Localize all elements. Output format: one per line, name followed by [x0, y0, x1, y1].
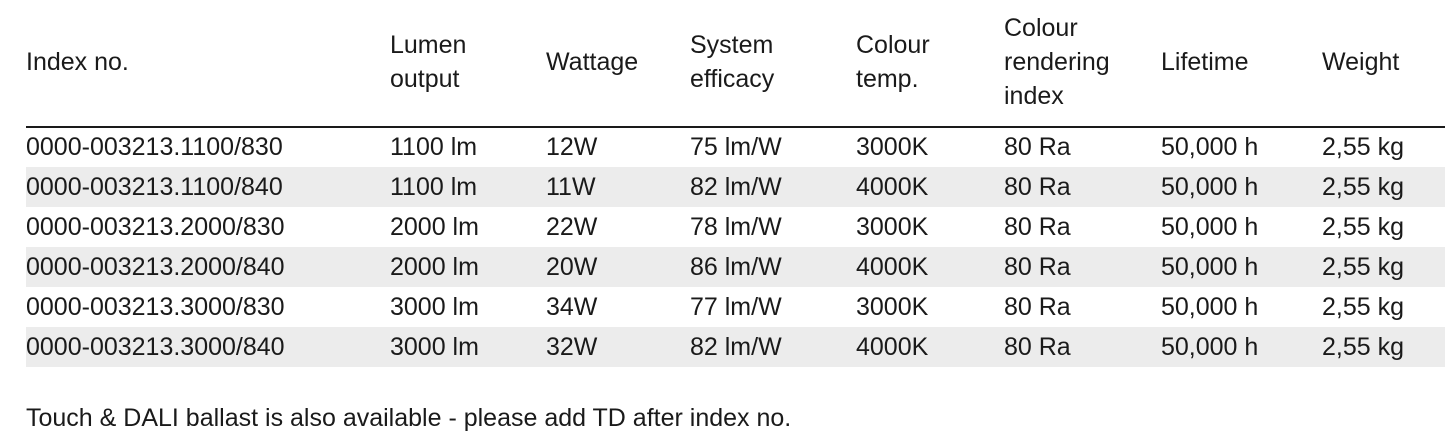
header-cell: Colour temp.	[856, 10, 930, 114]
table-cell: 86 lm/W	[690, 253, 782, 281]
header-line: output	[390, 65, 460, 93]
header-line: index	[1004, 82, 1064, 110]
header-line: System	[690, 31, 774, 59]
table-row: 0000-003213.3000/840 3000 lm 32W 82 lm/W 400…	[26, 327, 1445, 367]
table-row: 0000-003213.2000/830 2000 lm 22W 78 lm/W 300…	[26, 207, 1445, 247]
header-line: Lifetime	[1161, 48, 1249, 76]
table-cell: 34W	[546, 293, 598, 321]
header-line: Wattage	[546, 48, 639, 76]
table-cell: 2,55 kg	[1322, 333, 1405, 361]
header-line: rendering	[1004, 48, 1110, 76]
table-cell: 78 lm/W	[690, 213, 782, 241]
table-cell: 1100 lm	[390, 133, 478, 161]
table-cell: 0000-003213.1100/830	[26, 133, 283, 161]
header-cell: Lumen output	[390, 10, 466, 114]
spec-table: Index no. Lumen output Wattage System efficac…	[26, 10, 1445, 367]
header-line: Weight	[1322, 48, 1400, 76]
table-cell: 22W	[546, 213, 598, 241]
table-cell: 2,55 kg	[1322, 133, 1405, 161]
table-cell: 80 Ra	[1004, 213, 1071, 241]
table-cell: 0000-003213.2000/830	[26, 213, 285, 241]
header-cell: Colour rendering index	[1004, 10, 1110, 114]
table-cell: 77 lm/W	[690, 293, 782, 321]
table-cell: 2,55 kg	[1322, 253, 1405, 281]
header-cell: Index no.	[26, 10, 129, 114]
header-rule	[26, 126, 1445, 128]
header-cell: Weight	[1322, 10, 1399, 114]
table-cell: 50,000 h	[1161, 333, 1259, 361]
table-cell: 80 Ra	[1004, 253, 1071, 281]
header-cell: System efficacy	[690, 10, 774, 114]
table-cell: 4000K	[856, 173, 929, 201]
table-cell: 80 Ra	[1004, 293, 1071, 321]
table-cell: 0000-003213.3000/830	[26, 293, 285, 321]
table-cell: 3000K	[856, 293, 929, 321]
header-line: efficacy	[690, 65, 775, 93]
table-cell: 50,000 h	[1161, 253, 1259, 281]
table-row: 0000-003213.2000/840 2000 lm 20W 86 lm/W 400…	[26, 247, 1445, 287]
header-line: temp.	[856, 65, 919, 93]
table-cell: 82 lm/W	[690, 333, 782, 361]
table-cell: 3000K	[856, 133, 929, 161]
table-cell: 2000 lm	[390, 253, 479, 281]
table-row: 0000-003213.1100/840 1100 lm 11W 82 lm/W 400…	[26, 167, 1445, 207]
table-cell: 0000-003213.3000/840	[26, 333, 285, 361]
table-cell: 3000K	[856, 213, 929, 241]
table-cell: 2,55 kg	[1322, 173, 1405, 201]
table-cell: 50,000 h	[1161, 213, 1259, 241]
table-cell: 50,000 h	[1161, 293, 1259, 321]
header-line: Index no.	[26, 48, 129, 76]
table-cell: 80 Ra	[1004, 173, 1071, 201]
table-cell: 2000 lm	[390, 213, 479, 241]
table-cell: 3000 lm	[390, 333, 479, 361]
footnote: Touch & DALI ballast is also available -…	[26, 404, 792, 432]
header-cell: Wattage	[546, 10, 638, 114]
table-cell: 82 lm/W	[690, 173, 782, 201]
table-row: 0000-003213.1100/830 1100 lm 12W 75 lm/W 300…	[26, 127, 1445, 167]
header-line: Colour	[1004, 14, 1078, 42]
table-cell: 4000K	[856, 253, 929, 281]
table-row: 0000-003213.3000/830 3000 lm 34W 77 lm/W 300…	[26, 287, 1445, 327]
table-cell: 75 lm/W	[690, 133, 782, 161]
table-cell: 50,000 h	[1161, 133, 1259, 161]
table-cell: 1100 lm	[390, 173, 478, 201]
table-cell: 2,55 kg	[1322, 293, 1405, 321]
table-cell: 32W	[546, 333, 598, 361]
table-cell: 2,55 kg	[1322, 213, 1405, 241]
table-cell: 0000-003213.2000/840	[26, 253, 285, 281]
table-cell: 50,000 h	[1161, 173, 1259, 201]
table-cell: 12W	[546, 133, 598, 161]
header-cell: Lifetime	[1161, 10, 1249, 114]
table-cell: 3000 lm	[390, 293, 479, 321]
header-line: Lumen	[390, 31, 467, 59]
table-cell: 80 Ra	[1004, 333, 1071, 361]
table-cell: 0000-003213.1100/840	[26, 173, 283, 201]
table-cell: 11W	[546, 173, 596, 201]
table-cell: 80 Ra	[1004, 133, 1071, 161]
table-cell: 20W	[546, 253, 598, 281]
header-line: Colour	[856, 31, 930, 59]
table-cell: 4000K	[856, 333, 929, 361]
